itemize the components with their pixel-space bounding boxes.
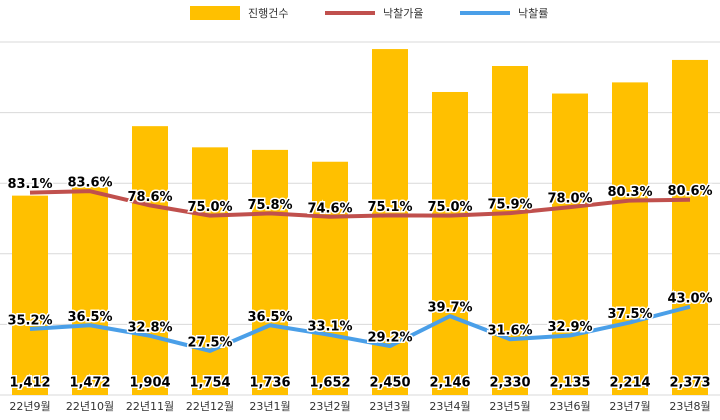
data-label: 80.3% [607, 185, 652, 200]
data-label: 36.5% [247, 310, 292, 325]
data-label: 1,412 [9, 376, 50, 391]
data-label: 39.7% [427, 301, 472, 316]
x-tick-label: 23년2월 [309, 400, 350, 413]
data-label: 2,146 [429, 376, 470, 391]
x-tick-label: 23년1월 [249, 400, 290, 413]
data-label: 80.6% [667, 184, 712, 199]
legend-label: 낙찰가율 [383, 7, 423, 20]
data-label: 36.5% [67, 310, 112, 325]
bar [12, 195, 48, 395]
data-label: 75.0% [427, 200, 472, 215]
x-tick-label: 23년3월 [369, 400, 410, 413]
data-label: 37.5% [607, 307, 652, 322]
bar [132, 126, 168, 395]
x-tick-label: 22년11월 [126, 400, 174, 413]
data-label: 2,135 [549, 376, 590, 391]
bar [552, 93, 588, 396]
bar [312, 161, 348, 395]
data-label: 83.6% [67, 176, 112, 191]
x-tick-label: 22년12월 [186, 400, 234, 413]
bar [252, 149, 288, 395]
legend-label: 낙찰률 [518, 7, 548, 20]
data-label: 29.2% [367, 331, 412, 346]
data-label: 83.1% [7, 177, 52, 192]
bar [492, 66, 528, 395]
data-label: 75.1% [367, 200, 412, 215]
data-label: 32.9% [547, 320, 592, 335]
bar [372, 49, 408, 396]
legend-swatch [190, 6, 240, 20]
bar [612, 82, 648, 395]
line [29, 189, 691, 219]
data-label: 1,652 [309, 376, 350, 391]
data-label: 32.8% [127, 320, 172, 335]
bar [192, 147, 228, 395]
data-label: 2,330 [489, 376, 530, 391]
data-label: 43.0% [667, 291, 712, 306]
data-label: 78.6% [127, 190, 172, 205]
data-label: 78.0% [547, 192, 592, 207]
data-label: 2,214 [609, 376, 650, 391]
bar [72, 187, 108, 395]
line [29, 304, 691, 353]
data-label: 2,450 [369, 376, 410, 391]
data-label: 75.9% [487, 198, 532, 213]
data-label: 31.6% [487, 324, 532, 339]
data-label: 2,373 [669, 376, 710, 391]
bar [672, 59, 708, 395]
data-label: 75.8% [247, 198, 292, 213]
data-label: 1,472 [69, 376, 110, 391]
data-label: 33.1% [307, 319, 352, 334]
data-label: 1,754 [189, 376, 230, 391]
data-label: 75.0% [187, 200, 232, 215]
data-label: 27.5% [187, 335, 232, 350]
x-tick-label: 22년9월 [9, 400, 50, 413]
x-tick-label: 23년4월 [429, 400, 470, 413]
x-tick-label: 23년7월 [609, 400, 650, 413]
data-label: 74.6% [307, 201, 352, 216]
bar [432, 91, 468, 395]
x-tick-label: 23년6월 [549, 400, 590, 413]
data-label: 1,904 [129, 376, 170, 391]
x-tick-label: 22년10월 [66, 400, 114, 413]
legend-label: 진행건수 [248, 7, 288, 20]
x-tick-label: 23년5월 [489, 400, 530, 413]
x-tick-label: 23년8월 [669, 400, 710, 413]
data-label: 35.2% [7, 313, 52, 328]
data-label: 1,736 [249, 376, 290, 391]
